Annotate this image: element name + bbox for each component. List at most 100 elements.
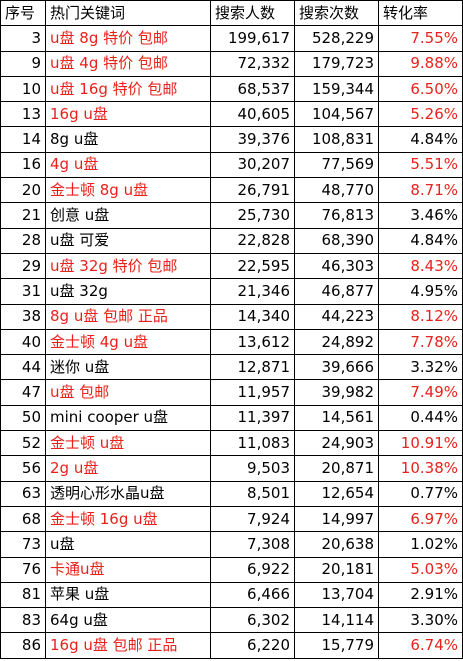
row-searchers: 7,308 — [211, 532, 295, 557]
row-index: 47 — [1, 380, 46, 405]
row-conversion-rate: 8.43% — [379, 253, 463, 278]
row-conversion-rate: 3.46% — [379, 203, 463, 228]
row-conversion-rate: 4.84% — [379, 127, 463, 152]
row-keyword: 8g u盘 — [46, 127, 211, 152]
row-searches: 46,877 — [295, 279, 379, 304]
row-index: 52 — [1, 431, 46, 456]
header-searchers: 搜索人数 — [211, 1, 295, 26]
row-index: 3 — [1, 26, 46, 51]
row-searches: 179,723 — [295, 51, 379, 76]
row-index: 9 — [1, 51, 46, 76]
table-row: 56 2g u盘 9,503 20,871 10.38% — [1, 456, 463, 481]
table-row: 14 8g u盘 39,376 108,831 4.84% — [1, 127, 463, 152]
row-searchers: 9,503 — [211, 456, 295, 481]
row-searchers: 11,957 — [211, 380, 295, 405]
row-searches: 68,390 — [295, 228, 379, 253]
row-conversion-rate: 0.44% — [379, 405, 463, 430]
table-row: 81 苹果 u盘 6,466 13,704 2.91% — [1, 582, 463, 607]
row-conversion-rate: 0.77% — [379, 481, 463, 506]
row-index: 14 — [1, 127, 46, 152]
table-row: 16 4g u盘 30,207 77,569 5.51% — [1, 152, 463, 177]
row-index: 83 — [1, 608, 46, 633]
row-keyword: u盘 包邮 — [46, 380, 211, 405]
table-row: 73 u盘 7,308 20,638 1.02% — [1, 532, 463, 557]
row-index: 38 — [1, 304, 46, 329]
table-row: 86 16g u盘 包邮 正品 6,220 15,779 6.74% — [1, 633, 463, 658]
row-keyword: 金士顿 16g u盘 — [46, 506, 211, 531]
row-searchers: 14,340 — [211, 304, 295, 329]
table-row: 47 u盘 包邮 11,957 39,982 7.49% — [1, 380, 463, 405]
row-conversion-rate: 3.30% — [379, 608, 463, 633]
row-conversion-rate: 4.95% — [379, 279, 463, 304]
row-index: 86 — [1, 633, 46, 658]
row-index: 31 — [1, 279, 46, 304]
row-searchers: 12,871 — [211, 355, 295, 380]
row-searches: 14,997 — [295, 506, 379, 531]
row-conversion-rate: 2.91% — [379, 582, 463, 607]
table-header: 序号 热门关键词 搜索人数 搜索次数 转化率 — [1, 1, 463, 26]
row-conversion-rate: 10.91% — [379, 431, 463, 456]
row-conversion-rate: 8.12% — [379, 304, 463, 329]
row-index: 44 — [1, 355, 46, 380]
row-searches: 12,654 — [295, 481, 379, 506]
row-keyword: 透明心形水晶u盘 — [46, 481, 211, 506]
row-conversion-rate: 6.74% — [379, 633, 463, 658]
row-index: 50 — [1, 405, 46, 430]
row-searches: 39,982 — [295, 380, 379, 405]
row-index: 73 — [1, 532, 46, 557]
row-searchers: 11,083 — [211, 431, 295, 456]
row-searchers: 6,922 — [211, 557, 295, 582]
header-row: 序号 热门关键词 搜索人数 搜索次数 转化率 — [1, 1, 463, 26]
row-searches: 44,223 — [295, 304, 379, 329]
row-searchers: 72,332 — [211, 51, 295, 76]
row-keyword: 卡通u盘 — [46, 557, 211, 582]
row-keyword: 迷你 u盘 — [46, 355, 211, 380]
row-conversion-rate: 5.51% — [379, 152, 463, 177]
row-keyword: u盘 16g 特价 包邮 — [46, 76, 211, 101]
row-searchers: 39,376 — [211, 127, 295, 152]
row-searches: 108,831 — [295, 127, 379, 152]
row-keyword: u盘 — [46, 532, 211, 557]
row-searches: 39,666 — [295, 355, 379, 380]
row-keyword: 64g u盘 — [46, 608, 211, 633]
row-conversion-rate: 6.97% — [379, 506, 463, 531]
table-row: 68 金士顿 16g u盘 7,924 14,997 6.97% — [1, 506, 463, 531]
table-row: 31 u盘 32g 21,346 46,877 4.95% — [1, 279, 463, 304]
row-index: 29 — [1, 253, 46, 278]
row-searchers: 6,302 — [211, 608, 295, 633]
row-index: 10 — [1, 76, 46, 101]
row-keyword: 金士顿 8g u盘 — [46, 178, 211, 203]
table-row: 9 u盘 4g 特价 包邮 72,332 179,723 9.88% — [1, 51, 463, 76]
table-row: 38 8g u盘 包邮 正品 14,340 44,223 8.12% — [1, 304, 463, 329]
row-searchers: 13,612 — [211, 329, 295, 354]
row-searchers: 6,466 — [211, 582, 295, 607]
row-keyword: 4g u盘 — [46, 152, 211, 177]
row-keyword: 苹果 u盘 — [46, 582, 211, 607]
row-searchers: 22,828 — [211, 228, 295, 253]
row-conversion-rate: 5.03% — [379, 557, 463, 582]
row-keyword: 16g u盘 — [46, 102, 211, 127]
table-body: 3 u盘 8g 特价 包邮 199,617 528,229 7.55% 9 u盘 4g 特价… — [1, 26, 463, 658]
row-keyword: 8g u盘 包邮 正品 — [46, 304, 211, 329]
row-conversion-rate: 5.26% — [379, 102, 463, 127]
row-index: 76 — [1, 557, 46, 582]
table-row: 3 u盘 8g 特价 包邮 199,617 528,229 7.55% — [1, 26, 463, 51]
header-index: 序号 — [1, 1, 46, 26]
row-keyword: 创意 u盘 — [46, 203, 211, 228]
row-searches: 77,569 — [295, 152, 379, 177]
row-conversion-rate: 6.50% — [379, 76, 463, 101]
row-conversion-rate: 7.78% — [379, 329, 463, 354]
row-searchers: 7,924 — [211, 506, 295, 531]
row-keyword: u盘 8g 特价 包邮 — [46, 26, 211, 51]
table-row: 52 金士顿 u盘 11,083 24,903 10.91% — [1, 431, 463, 456]
row-searchers: 8,501 — [211, 481, 295, 506]
row-searches: 15,779 — [295, 633, 379, 658]
row-index: 28 — [1, 228, 46, 253]
row-index: 13 — [1, 102, 46, 127]
row-searchers: 21,346 — [211, 279, 295, 304]
row-conversion-rate: 7.55% — [379, 26, 463, 51]
row-searchers: 6,220 — [211, 633, 295, 658]
row-keyword: 2g u盘 — [46, 456, 211, 481]
table-row: 29 u盘 32g 特价 包邮 22,595 46,303 8.43% — [1, 253, 463, 278]
row-conversion-rate: 10.38% — [379, 456, 463, 481]
